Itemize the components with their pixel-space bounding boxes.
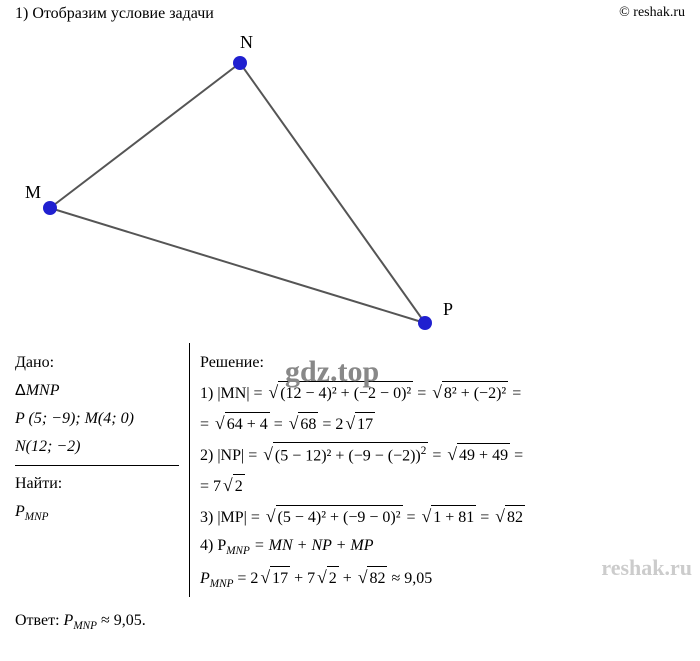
step3: 3) |MP| = (5 − 4)² + (−9 − 0)² = 1 + 81 … [200, 503, 685, 530]
solution-table: Дано: ΔMNP P (5; −9); M(4; 0) N(12; −2) … [0, 343, 700, 597]
step1-cont: = 64 + 4 = 68 = 217 [200, 410, 685, 437]
header-row: 1) Отобразим условие задачи © reshak.ru [0, 0, 700, 23]
find-value: PMNP [15, 500, 179, 526]
given-column: Дано: ΔMNP P (5; −9); M(4; 0) N(12; −2) … [15, 343, 190, 597]
answer-line: Ответ: PMNP ≈ 9,05. [0, 597, 700, 647]
step1: 1) |MN| = (12 − 4)² + (−2 − 0)² = 8² + (… [200, 379, 685, 406]
step4-cont: PMNP = 217 + 72 + 82 ≈ 9,05 [200, 564, 685, 593]
given-divider [15, 465, 179, 466]
given-points-2: N(12; −2) [15, 435, 179, 459]
problem-title: 1) Отобразим условие задачи [15, 5, 214, 23]
given-points-1: P (5; −9); M(4; 0) [15, 407, 179, 431]
given-title: Дано: [15, 351, 179, 375]
copyright-text: © reshak.ru [619, 5, 685, 23]
svg-text:M: M [25, 182, 41, 202]
solution-column: Решение: 1) |MN| = (12 − 4)² + (−2 − 0)²… [190, 343, 685, 597]
triangle-svg: M N P [0, 23, 700, 343]
given-triangle: ΔMNP [15, 379, 179, 403]
solution-title: Решение: [200, 351, 685, 375]
step2: 2) |NP| = (5 − 12)² + (−9 − (−2))2 = 49 … [200, 441, 685, 468]
triangle-diagram: M N P [0, 23, 700, 343]
step4: 4) PMNP = MN + NP + MP [200, 534, 685, 560]
svg-text:P: P [443, 299, 453, 319]
step2-cont: = 72 [200, 472, 685, 499]
svg-text:N: N [240, 32, 253, 52]
find-title: Найти: [15, 472, 179, 496]
